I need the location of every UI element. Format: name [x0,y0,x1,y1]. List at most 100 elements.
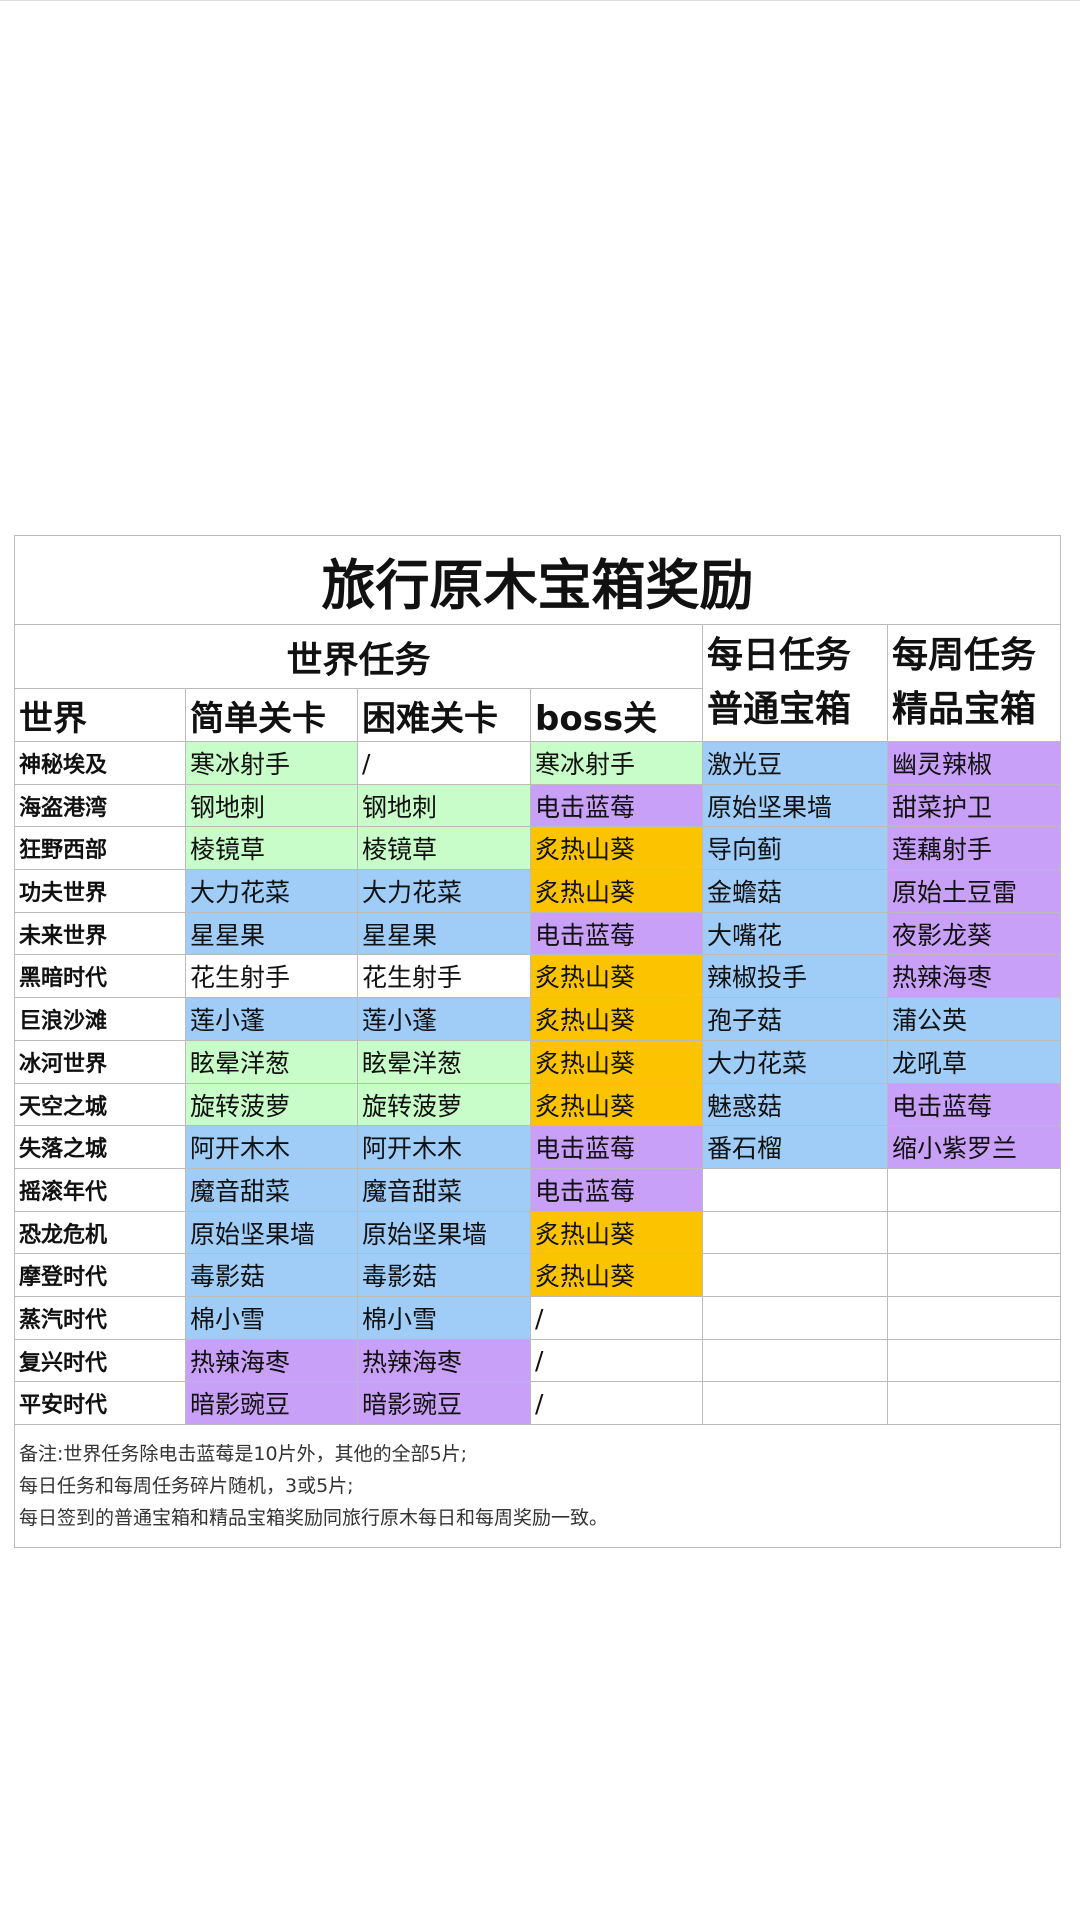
table-cell: 眩晕洋葱 [185,1040,358,1084]
cell-text: 暗影豌豆 [190,1390,291,1419]
cell-text: 原始坚果墙 [707,792,833,822]
cell-text: 失落之城 [19,1137,108,1162]
table-cell: 花生射手 [185,954,358,998]
table-cell [887,1211,1061,1254]
cell-text: / [362,748,371,778]
cell-text: 旅行原木宝箱奖励 [321,553,754,617]
table-cell: 蒸汽时代 [14,1296,186,1340]
cell-text: 金蟾菇 [707,878,783,907]
table-cell: 大力花菜 [357,869,531,913]
table-cell [702,1168,888,1212]
cell-text: 甜菜护卫 [892,792,993,822]
cell-text: boss关 [535,698,658,739]
cell-text: 每日任务 [707,635,852,676]
cell-text: 巨浪沙滩 [19,1009,108,1034]
cell-text: 导向蓟 [707,835,783,864]
cell-text: 原始土豆雷 [892,878,1018,907]
cell-text: 未来世界 [19,923,108,949]
cell-text: 阿开木木 [362,1134,463,1163]
cell-text: 每周任务 [892,635,1037,676]
table-cell: 导向蓟 [702,826,888,870]
cell-text: 普通宝箱 [707,689,852,730]
table-cell [702,1253,888,1297]
table-cell [887,1296,1061,1340]
cell-text: 热辣海枣 [190,1347,291,1377]
cell-text: 大力花菜 [707,1049,808,1078]
cell-text: 寒冰射手 [190,750,291,779]
column-header: 困难关卡 [357,688,531,742]
table-cell: 番石榴 [702,1125,888,1169]
cell-text: 花生射手 [190,963,291,992]
cell-text: 炙热山葵 [535,1006,636,1035]
table-cell: 莲藕射手 [887,826,1061,870]
cell-text: 激光豆 [707,750,783,779]
cell-text: 龙吼草 [892,1049,968,1078]
cell-text: 每日任务和每周任务碎片随机，3或5片; [19,1475,354,1497]
cell-text: 电击蓝莓 [535,1134,636,1163]
table-cell: 阿开木木 [357,1125,531,1169]
cell-text: 电击蓝莓 [535,792,636,822]
cell-text: 寒冰射手 [535,750,636,779]
cell-text: 棱镜草 [362,835,438,864]
cell-text: 每日签到的普通宝箱和精品宝箱奖励同旅行原木每日和每周奖励一致。 [19,1507,609,1529]
table-cell: 平安时代 [14,1381,186,1425]
table-cell: / [530,1296,703,1340]
table-cell: 毒影菇 [185,1253,358,1297]
table-cell: 巨浪沙滩 [14,997,186,1041]
cell-text: 电击蓝莓 [892,1091,993,1121]
table-cell: 功夫世界 [14,869,186,913]
table-cell: 寒冰射手 [185,741,358,785]
table-cell: 热辣海枣 [887,954,1061,998]
table-cell: 魔音甜菜 [357,1168,531,1212]
table-cell: 暗影豌豆 [357,1381,531,1425]
cell-text: 魔音甜菜 [362,1177,463,1206]
table-cell: 原始土豆雷 [887,869,1061,913]
cell-text: 眩晕洋葱 [190,1049,291,1078]
cell-text: 旋转菠萝 [190,1091,291,1121]
cell-text: 钢地刺 [190,792,266,822]
group-header: 每日任务 普通宝箱 [702,624,888,742]
table-cell: / [530,1339,703,1382]
table-cell: 棱镜草 [185,826,358,870]
cell-text: 棉小雪 [190,1305,266,1334]
table-cell: 旋转菠萝 [185,1083,358,1126]
table-cell: 电击蓝莓 [530,784,703,827]
cell-text: 炙热山葵 [535,835,636,864]
table-cell: 恐龙危机 [14,1211,186,1254]
cell-text: 旋转菠萝 [362,1091,463,1121]
table-cell: 辣椒投手 [702,954,888,998]
cell-text: 神秘埃及 [19,753,108,778]
table-cell: 钢地刺 [185,784,358,827]
table-cell: 阿开木木 [185,1125,358,1169]
cell-text: 原始坚果墙 [190,1219,316,1249]
cell-text: 恐龙危机 [19,1222,108,1248]
cell-text: 冰河世界 [19,1052,108,1077]
cell-text: 蒸汽时代 [19,1308,108,1333]
cell-text: 毒影菇 [362,1262,438,1291]
cell-text: 世界 [19,698,87,739]
table-cell: 天空之城 [14,1083,186,1126]
table-cell: 炙热山葵 [530,954,703,998]
cell-text: 电击蓝莓 [535,1177,636,1206]
table-cell: 炙热山葵 [530,826,703,870]
table-cell: 棱镜草 [357,826,531,870]
cell-text: 困难关卡 [362,698,498,739]
table-cell: 未来世界 [14,912,186,955]
cell-text: 天空之城 [19,1094,108,1120]
cell-text: 莲小蓬 [190,1006,266,1035]
table-cell [702,1381,888,1425]
cell-text: 星星果 [190,920,266,950]
table-cell: 莲小蓬 [357,997,531,1041]
table-cell [887,1381,1061,1425]
cell-text: / [535,1388,544,1418]
table-cell: 激光豆 [702,741,888,785]
cell-text: 星星果 [362,920,438,950]
column-header: 世界 [14,688,186,742]
table-cell: / [357,741,531,785]
table-cell: 魔音甜菜 [185,1168,358,1212]
cell-text: 炙热山葵 [535,1049,636,1078]
cell-text: 棉小雪 [362,1305,438,1334]
column-header: 简单关卡 [185,688,358,742]
cell-text: 魅惑菇 [707,1091,783,1121]
status-divider [0,0,1080,1]
